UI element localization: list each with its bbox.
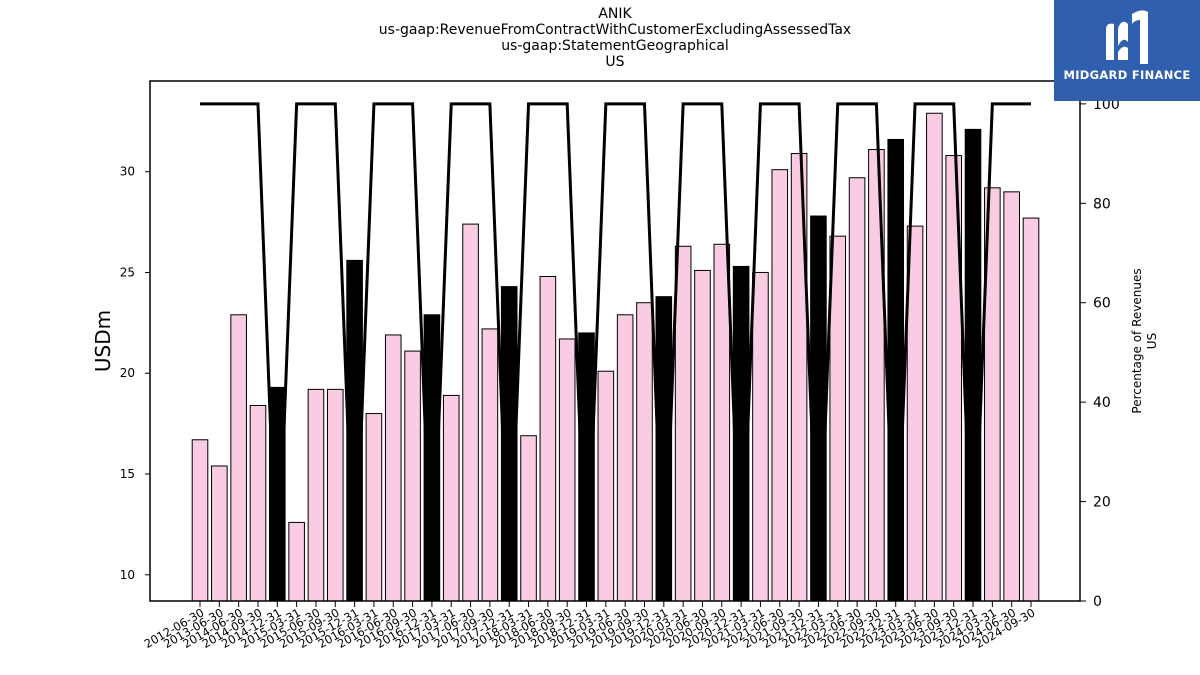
y2-axis-label-line1: Percentage of Revenues xyxy=(1130,268,1144,413)
y-tick-label: 20 xyxy=(120,366,135,380)
brand-logo: MIDGARD FINANCE xyxy=(1054,0,1200,101)
bar-2016-03-31 xyxy=(365,413,383,602)
y2-tick-label: 0 xyxy=(1093,594,1102,610)
bar-2019-09-30 xyxy=(636,302,653,602)
y2-tick-label: 60 xyxy=(1093,296,1111,312)
bar-2019-03-31 xyxy=(597,370,615,602)
bar-2016-06-30 xyxy=(384,334,402,602)
logo-mark-icon xyxy=(1106,10,1148,64)
bar-2014-06-30 xyxy=(230,314,247,602)
percentage-line-series xyxy=(200,102,1031,602)
bar-2020-06-30 xyxy=(694,269,711,602)
y-tick-label: 10 xyxy=(120,568,135,582)
bar-2024-06-30 xyxy=(1003,191,1020,602)
bar-2015-03-31 xyxy=(288,521,305,602)
y2-tick-label: 20 xyxy=(1093,495,1111,511)
percentage-line xyxy=(200,102,1031,602)
bar-2018-03-31 xyxy=(520,435,537,602)
y2-axis-label-line2: US xyxy=(1145,333,1159,349)
y-tick-label: 30 xyxy=(120,165,135,179)
bar-2022-12-31 xyxy=(887,138,905,602)
bar-2023-06-30 xyxy=(926,112,943,602)
bar-2017-03-31 xyxy=(442,394,460,602)
bar-2022-06-30 xyxy=(848,177,866,602)
bar-2020-09-30 xyxy=(713,243,731,602)
bar-2021-12-31 xyxy=(810,215,827,602)
x-axis: 2012-06-302013-06-302014-06-302014-09-30… xyxy=(142,601,1038,651)
logo-text: MIDGARD FINANCE xyxy=(1063,68,1191,82)
chart-title-axis: us-gaap:StatementGeographical xyxy=(501,38,729,54)
bar-2013-06-30 xyxy=(211,465,228,602)
bar-2021-06-30 xyxy=(771,169,789,602)
bar-2015-06-30 xyxy=(307,388,325,602)
bar-2015-09-30 xyxy=(326,388,344,602)
y-tick-label: 15 xyxy=(120,467,135,481)
bar-2019-06-30 xyxy=(616,314,634,602)
bar-2024-09-30 xyxy=(1022,217,1040,602)
bar-2016-09-30 xyxy=(404,350,421,602)
bar-2023-12-31 xyxy=(964,128,982,602)
y-axis-label: USDm xyxy=(91,310,115,372)
y-axis-left: 10 15 20 25 30 xyxy=(120,165,150,582)
bar-2017-06-30 xyxy=(462,223,479,602)
bar-series xyxy=(191,112,1040,602)
y2-tick-label: 40 xyxy=(1093,395,1111,411)
bar-2012-06-30 xyxy=(191,439,209,602)
bar-2020-03-31 xyxy=(674,245,692,602)
chart-title-ticker: ANIK xyxy=(598,6,632,22)
chart-titles: ANIK us-gaap:RevenueFromContractWithCust… xyxy=(0,6,1200,70)
plot-frame xyxy=(149,80,1081,602)
chart-title-member: US xyxy=(605,54,625,70)
chart-title-concept: us-gaap:RevenueFromContractWithCustomerE… xyxy=(378,22,852,38)
bar-2014-09-30 xyxy=(249,405,267,602)
bar-2018-06-30 xyxy=(539,276,557,602)
y-tick-label: 25 xyxy=(120,265,135,279)
bar-2022-03-31 xyxy=(829,235,847,602)
bar-2021-03-31 xyxy=(752,271,769,602)
bar-2017-09-30 xyxy=(481,328,499,602)
y2-tick-label: 80 xyxy=(1093,196,1111,212)
bar-2018-09-30 xyxy=(558,338,576,602)
